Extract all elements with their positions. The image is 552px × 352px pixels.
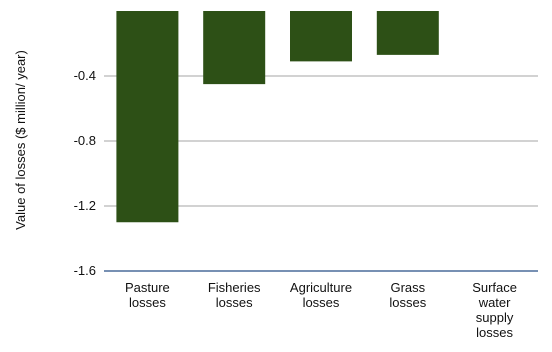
bar (376, 11, 439, 55)
y-tick-labels: -0.4 -0.8 -1.2 -1.6 (74, 68, 96, 278)
category-label: Fisheries losses (208, 280, 261, 310)
y-tick-label: -1.6 (74, 263, 96, 278)
bar (203, 11, 266, 85)
bar (116, 11, 179, 223)
y-tick-label: -0.4 (74, 68, 96, 83)
y-tick-label: -1.2 (74, 198, 96, 213)
category-label: Pasture losses (125, 280, 170, 310)
bar (290, 11, 352, 62)
y-axis-label: Value of losses ($ million/ year) (13, 50, 28, 230)
category-label: Surface water supply losses (472, 280, 517, 340)
bars (116, 11, 439, 223)
category-labels: Pasture losses Fisheries losses Agriculture l… (125, 280, 517, 340)
category-label: Agriculture losses (290, 280, 352, 310)
y-tick-label: -0.8 (74, 133, 96, 148)
category-label: Grass losses (389, 280, 426, 310)
